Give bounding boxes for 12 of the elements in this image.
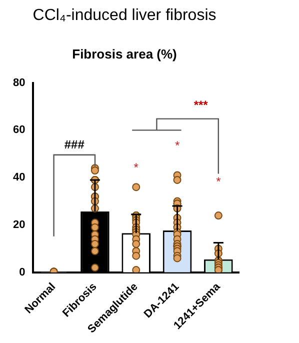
annotation: * xyxy=(216,174,222,189)
annotation: ### xyxy=(64,138,85,152)
y-tick-label: 40 xyxy=(12,172,26,184)
y-tick-label: 60 xyxy=(12,124,26,136)
y-tick-label: 0 xyxy=(19,266,26,278)
y-tick-label: 80 xyxy=(12,76,26,89)
annotation: * xyxy=(134,160,139,174)
annotation: *** xyxy=(194,98,208,112)
annotation: * xyxy=(174,138,180,153)
y-tick-label: 20 xyxy=(12,219,26,232)
chart-title: CCl₄-induced liver fibrosis xyxy=(32,7,216,24)
chart-subtitle: Fibrosis area (%) xyxy=(72,46,177,62)
